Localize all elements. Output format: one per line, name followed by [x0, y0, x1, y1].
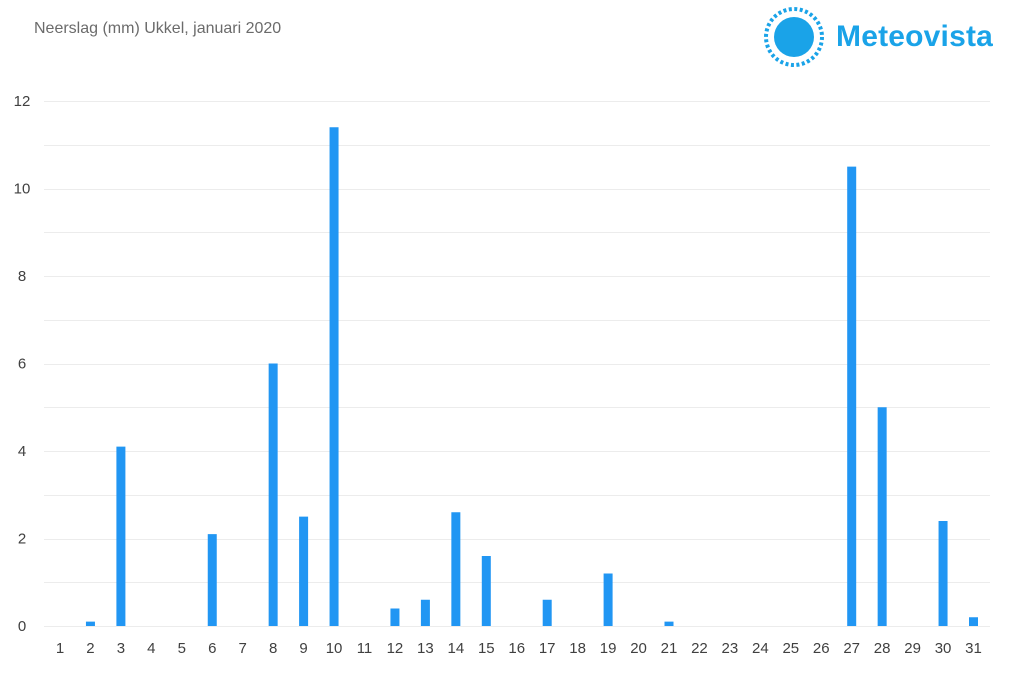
- x-tick-label: 17: [539, 640, 556, 657]
- x-tick-label: 4: [147, 640, 155, 657]
- x-tick-label: 12: [387, 640, 404, 657]
- y-tick-label: 8: [18, 268, 26, 285]
- x-tick-label: 28: [874, 640, 891, 657]
- x-tick-label: 1: [56, 640, 64, 657]
- x-tick-label: 19: [600, 640, 617, 657]
- y-tick-label: 6: [18, 356, 26, 373]
- x-tick-label: 3: [117, 640, 125, 657]
- brand-logo: Meteovista: [762, 6, 993, 68]
- bar-day-3[interactable]: [116, 446, 126, 626]
- bar-day-30[interactable]: [938, 521, 948, 626]
- x-tick-label: 22: [691, 640, 708, 657]
- bar-day-6[interactable]: [207, 534, 217, 626]
- x-tick-label: 27: [843, 640, 860, 657]
- y-tick-label: 4: [18, 443, 26, 460]
- chart-title: Neerslag (mm) Ukkel, januari 2020: [34, 20, 282, 37]
- bar-day-10[interactable]: [329, 127, 339, 626]
- bars: [85, 127, 978, 627]
- gridlines: [44, 101, 990, 627]
- bar-day-8[interactable]: [268, 363, 278, 627]
- y-tick-label: 12: [14, 93, 31, 110]
- bar-day-15[interactable]: [481, 556, 491, 626]
- x-tick-label: 6: [208, 640, 216, 657]
- x-tick-label: 21: [661, 640, 678, 657]
- x-tick-label: 20: [630, 640, 647, 657]
- x-tick-label: 13: [417, 640, 434, 657]
- x-tick-label: 24: [752, 640, 769, 657]
- x-tick-label: 10: [326, 640, 343, 657]
- x-tick-label: 15: [478, 640, 495, 657]
- x-tick-label: 7: [239, 640, 247, 657]
- bar-day-12[interactable]: [390, 608, 400, 627]
- bar-day-21[interactable]: [664, 621, 674, 626]
- bar-day-31[interactable]: [969, 617, 978, 626]
- y-tick-label: 0: [18, 618, 26, 635]
- bar-day-27[interactable]: [847, 166, 857, 626]
- bar-day-14[interactable]: [451, 512, 461, 626]
- brand-name: Meteovista: [836, 20, 994, 53]
- x-tick-label: 23: [722, 640, 739, 657]
- x-tick-label: 29: [904, 640, 921, 657]
- x-tick-label: 31: [965, 640, 982, 657]
- bar-day-13[interactable]: [420, 599, 430, 626]
- x-tick-label: 2: [86, 640, 94, 657]
- x-tick-label: 26: [813, 640, 830, 657]
- bar-day-9[interactable]: [299, 516, 309, 626]
- x-tick-label: 8: [269, 640, 277, 657]
- x-axis-ticks: 1 2 3 4 5 6 7 8 9 10 11 12 13 14 15 16 17 18 19 20 21 22 23 24 2…: [56, 640, 982, 657]
- bar-day-17[interactable]: [542, 599, 552, 626]
- x-tick-label: 16: [508, 640, 525, 657]
- y-axis-ticks: 0 2 4 6 8 10 12: [14, 93, 31, 635]
- bar-day-19[interactable]: [603, 573, 613, 627]
- sun-icon: [764, 7, 824, 67]
- y-tick-label: 10: [14, 181, 31, 198]
- x-tick-label: 18: [569, 640, 586, 657]
- bar-day-28[interactable]: [877, 407, 887, 626]
- y-tick-label: 2: [18, 531, 26, 548]
- x-tick-label: 14: [448, 640, 465, 657]
- x-tick-label: 5: [178, 640, 186, 657]
- x-tick-label: 25: [782, 640, 799, 657]
- x-tick-label: 11: [357, 640, 373, 657]
- x-tick-label: 9: [299, 640, 307, 657]
- x-tick-label: 30: [935, 640, 952, 657]
- bar-day-2[interactable]: [85, 621, 95, 626]
